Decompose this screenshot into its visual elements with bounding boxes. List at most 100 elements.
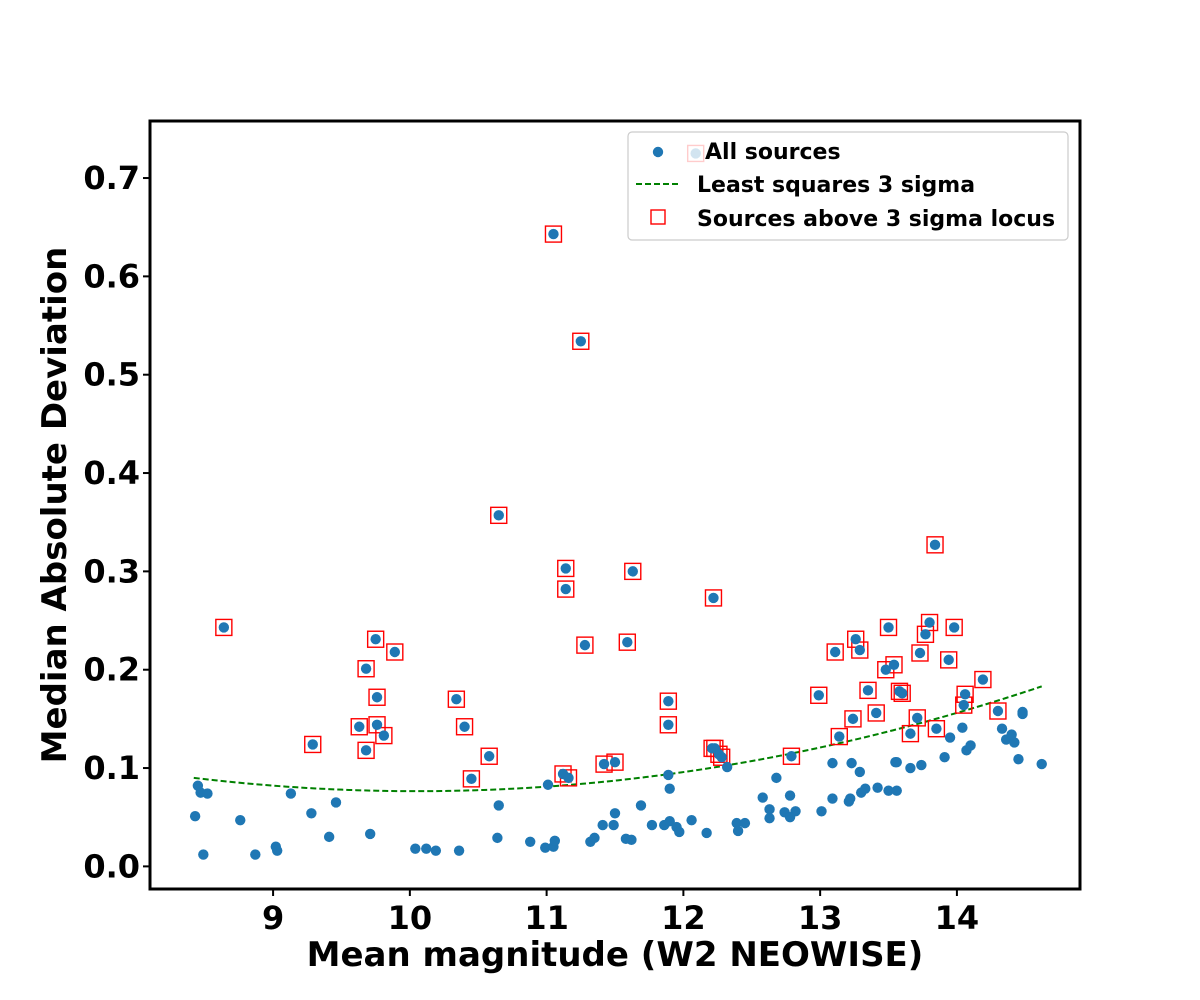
- data-point: [1009, 737, 1020, 748]
- data-point: [855, 787, 867, 798]
- above-locus-marker: [704, 589, 723, 607]
- above-locus-marker: [455, 718, 474, 736]
- data-point: [597, 819, 608, 831]
- data-point: [646, 819, 658, 831]
- data-point: [912, 712, 923, 724]
- above-locus-marker: [576, 636, 594, 654]
- data-point: [914, 647, 926, 659]
- data-point: [250, 849, 261, 860]
- data-point: [992, 705, 1004, 717]
- above-locus-marker: [480, 747, 498, 765]
- data-point: [483, 751, 495, 762]
- data-point: [854, 766, 866, 778]
- data-point: [701, 827, 712, 839]
- data-point: [891, 785, 902, 796]
- above-locus-marker: [368, 716, 386, 734]
- data-point: [948, 622, 960, 633]
- y-tick-label: 0.2: [83, 651, 140, 689]
- data-point: [306, 808, 317, 819]
- data-point: [198, 849, 209, 860]
- data-point: [959, 689, 971, 700]
- data-point: [549, 835, 561, 847]
- above-locus-marker: [844, 710, 862, 728]
- data-point: [888, 659, 900, 670]
- above-locus-marker: [916, 625, 935, 644]
- data-point: [542, 779, 554, 790]
- legend-box: [627, 131, 1069, 241]
- above-locus-marker: [890, 682, 909, 701]
- data-point: [786, 751, 797, 762]
- above-locus-marker: [945, 618, 963, 637]
- plot-area-frame: [148, 119, 1082, 891]
- y-tick-label: 0.0: [83, 847, 140, 885]
- above-locus-marker: [618, 633, 637, 651]
- data-point: [924, 617, 935, 628]
- above-locus-marker: [911, 644, 929, 662]
- data-points-layer: [189, 148, 1047, 860]
- data-point: [834, 731, 845, 742]
- data-point: [827, 793, 838, 804]
- data-point: [784, 812, 796, 823]
- data-point: [850, 634, 861, 645]
- x-tick-label: 9: [262, 899, 284, 937]
- x-axis-ticks: 9 10 11 12 13 14: [262, 889, 979, 937]
- data-point: [451, 694, 462, 705]
- data-point: [371, 692, 383, 703]
- legend-marker-above-locus: [650, 209, 666, 225]
- legend-label-above-locus: Sources above 3 sigma locus: [697, 207, 1055, 232]
- data-point: [827, 757, 838, 769]
- data-point: [466, 773, 477, 785]
- above-locus-marker: [974, 670, 992, 689]
- data-point: [548, 228, 559, 240]
- data-point: [708, 592, 719, 604]
- above-locus-marker: [810, 686, 828, 704]
- x-tick-label: 13: [798, 899, 843, 937]
- above-locus-marker: [557, 559, 575, 578]
- data-point: [1036, 758, 1047, 770]
- above-locus-marker: [366, 630, 385, 648]
- data-point: [453, 845, 465, 856]
- data-point: [905, 728, 916, 739]
- data-point: [943, 654, 954, 666]
- data-point: [579, 639, 591, 651]
- above-locus-marker: [624, 562, 642, 581]
- above-locus-marker: [712, 748, 731, 766]
- y-tick-label: 0.6: [83, 257, 140, 295]
- above-locus-marker: [926, 536, 944, 554]
- data-point: [965, 740, 976, 751]
- data-point: [663, 695, 674, 707]
- above-locus-marker: [304, 735, 322, 754]
- data-point: [370, 634, 381, 645]
- data-point: [847, 713, 859, 725]
- x-tick-label: 10: [388, 899, 433, 937]
- data-point: [664, 815, 675, 827]
- data-point: [977, 674, 989, 685]
- data-point: [883, 785, 894, 796]
- data-point: [771, 772, 782, 784]
- data-point: [285, 788, 297, 799]
- data-point: [364, 828, 376, 840]
- data-point: [608, 819, 619, 831]
- data-point: [816, 806, 827, 817]
- data-point: [330, 797, 342, 808]
- legend-marker-all-sources: [652, 146, 664, 158]
- data-point: [271, 845, 283, 856]
- data-point: [307, 739, 318, 750]
- data-point: [627, 566, 638, 577]
- data-point: [410, 843, 421, 854]
- data-point: [525, 836, 536, 847]
- above-locus-marker: [375, 726, 393, 745]
- above-locus-marker: [462, 770, 481, 788]
- data-point: [764, 804, 775, 815]
- data-point: [920, 629, 931, 640]
- above-locus-marker: [350, 718, 368, 736]
- above-locus-marker: [368, 688, 386, 706]
- data-point: [459, 721, 470, 732]
- data-point: [916, 759, 927, 771]
- y-tick-label: 0.1: [83, 749, 140, 787]
- data-point: [1017, 706, 1028, 718]
- above-locus-marker: [357, 660, 375, 678]
- x-axis-label: Mean magnitude (W2 NEOWISE): [307, 935, 924, 975]
- data-point: [663, 719, 674, 730]
